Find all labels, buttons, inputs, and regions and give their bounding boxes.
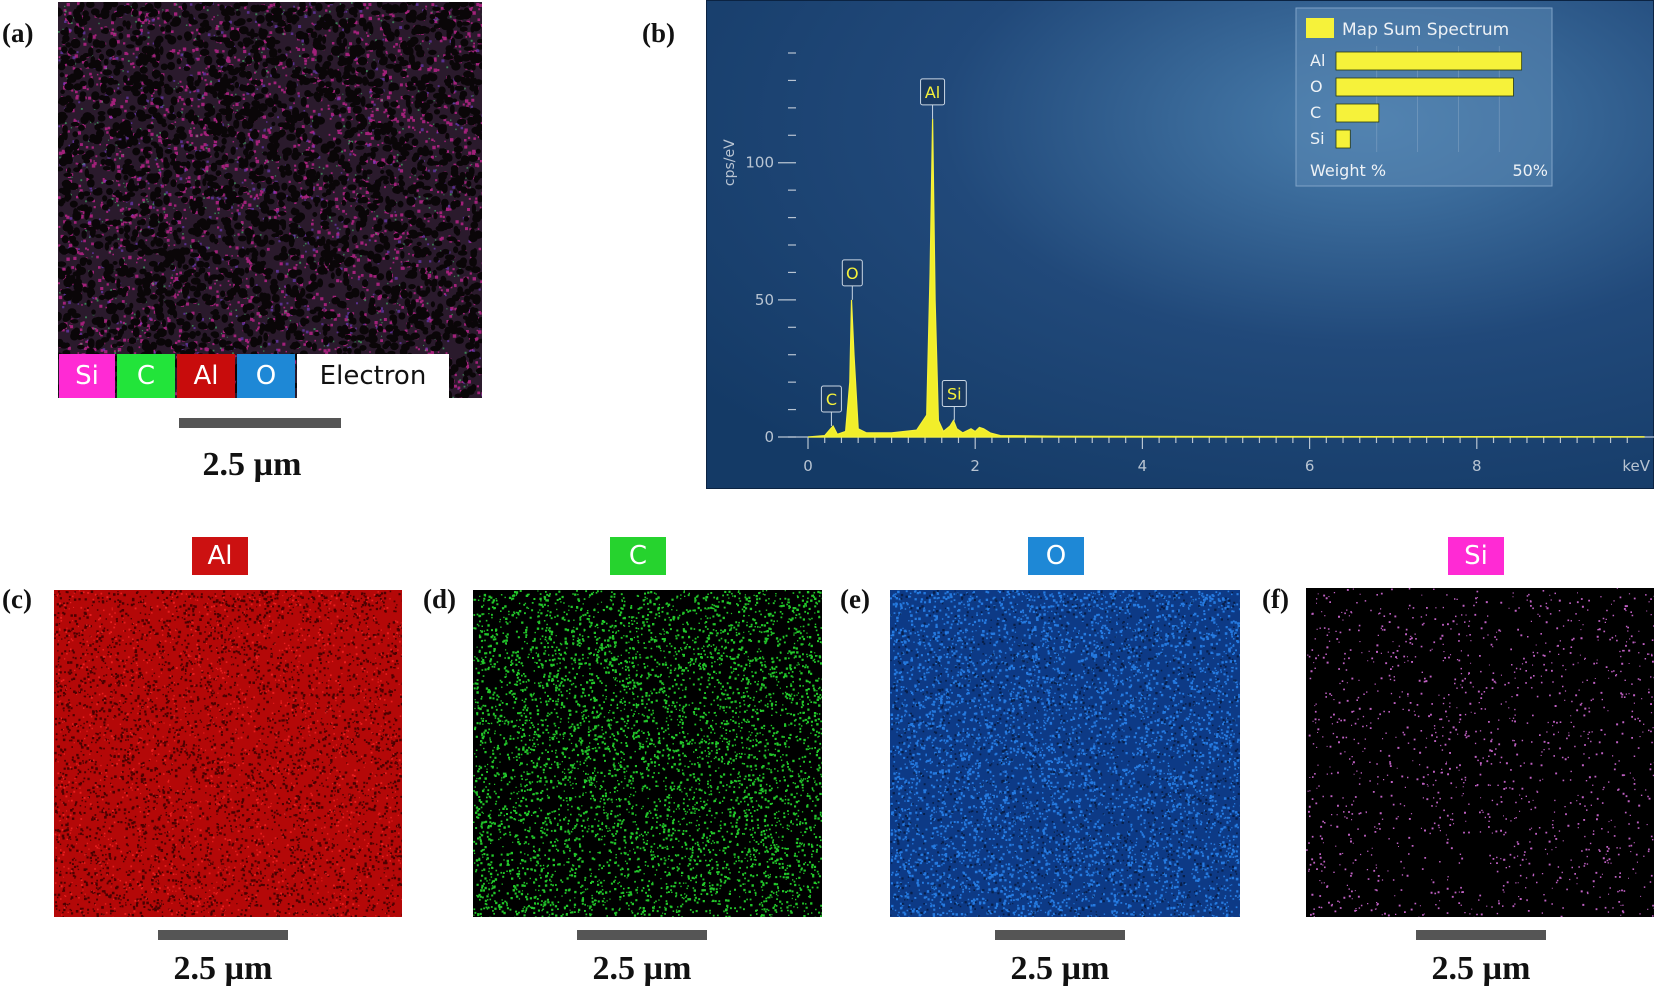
svg-text:O: O xyxy=(846,264,859,283)
peak-label: Al xyxy=(920,78,946,119)
speckle-dots xyxy=(1306,588,1654,917)
map-tag-al: Al xyxy=(192,537,248,575)
svg-text:Al: Al xyxy=(925,83,940,102)
scale-label-a: 2.5 µm xyxy=(202,446,302,483)
scale-bar-c xyxy=(158,930,288,940)
svg-text:C: C xyxy=(826,390,837,409)
panel-label-a: (a) xyxy=(2,18,34,48)
speckle-texture xyxy=(1306,588,1654,917)
pores xyxy=(58,2,482,398)
map-tag-c: C xyxy=(610,537,666,575)
speckle-dots xyxy=(890,590,1240,917)
spectrum-series xyxy=(807,118,1645,438)
inset-axis-max: 50% xyxy=(1512,161,1548,180)
inset-title: Map Sum Spectrum xyxy=(1342,20,1509,40)
si-map-image xyxy=(1306,588,1654,917)
y-tick-label: 100 xyxy=(745,154,774,172)
inset-bar xyxy=(1335,51,1523,71)
speckle-texture xyxy=(58,2,482,398)
x-tick-label: 4 xyxy=(1138,457,1148,475)
inset-legend: Map Sum Spectrum Al OC Si Weight % 50% xyxy=(1295,7,1553,187)
x-tick-label: 8 xyxy=(1472,457,1482,475)
peak-label: O xyxy=(841,259,863,300)
inset-element-label: C xyxy=(1310,103,1321,122)
panel-label-d: (d) xyxy=(423,584,456,614)
overlay-legend: Si C Al O Electron xyxy=(59,354,449,398)
inset-element-label: O xyxy=(1310,77,1323,96)
scale-label-e: 2.5 µm xyxy=(1010,950,1110,987)
x-tick-label: 6 xyxy=(1305,457,1315,475)
speckle-dots xyxy=(58,2,482,398)
overlay-map-image xyxy=(58,2,482,398)
inset-bar xyxy=(1335,103,1380,123)
al-map-image xyxy=(54,590,402,917)
inset-bar xyxy=(1335,129,1351,149)
y-tick-label: 50 xyxy=(755,291,774,309)
y-tick-label: 0 xyxy=(764,428,774,446)
scale-bar-d xyxy=(577,930,707,940)
panel-label-f: (f) xyxy=(1262,584,1289,614)
inset-swatch xyxy=(1306,18,1334,38)
speckle-dots xyxy=(890,590,1240,917)
panel-label-e: (e) xyxy=(840,584,870,614)
x-axis-label: keV xyxy=(1622,457,1650,475)
panel-label-c: (c) xyxy=(2,584,32,614)
x-tick-label: 2 xyxy=(970,457,980,475)
speckle-texture xyxy=(54,590,402,917)
legend-c: C xyxy=(117,354,175,398)
o-map-image xyxy=(890,590,1240,917)
c-map-image xyxy=(473,590,822,917)
legend-o: O xyxy=(237,354,295,398)
panel-label-b: (b) xyxy=(642,18,675,48)
legend-al: Al xyxy=(177,354,235,398)
speckle-dots xyxy=(54,590,402,917)
scale-bar-f xyxy=(1416,930,1546,940)
scale-bar-e xyxy=(995,930,1125,940)
speckle-dots xyxy=(473,590,822,917)
scale-bar-a xyxy=(179,418,341,428)
legend-electron: Electron xyxy=(297,354,449,398)
inset-bar xyxy=(1335,77,1514,97)
scale-label-d: 2.5 µm xyxy=(592,950,692,987)
map-tag-o: O xyxy=(1028,537,1084,575)
x-tick-label: 0 xyxy=(803,457,813,475)
speckle-texture xyxy=(890,590,1240,917)
peak-label: Si xyxy=(941,380,967,421)
peak-label: C xyxy=(820,385,842,427)
eds-spectrum-chart: 0 2 4 6 8 0 50 100 keV cps/eV C O Al Si Map Sum Spectr… xyxy=(706,0,1654,489)
speckle-texture xyxy=(890,590,1240,917)
map-tag-si: Si xyxy=(1448,537,1504,575)
speckle-texture xyxy=(473,590,822,917)
scale-label-f: 2.5 µm xyxy=(1431,950,1531,987)
legend-si: Si xyxy=(59,354,115,398)
y-axis-label: cps/eV xyxy=(722,139,738,186)
svg-text:Si: Si xyxy=(947,385,962,404)
scale-label-c: 2.5 µm xyxy=(173,950,273,987)
inset-element-label: Si xyxy=(1310,129,1325,148)
inset-element-label: Al xyxy=(1310,51,1325,70)
inset-axis-label: Weight % xyxy=(1310,161,1386,180)
